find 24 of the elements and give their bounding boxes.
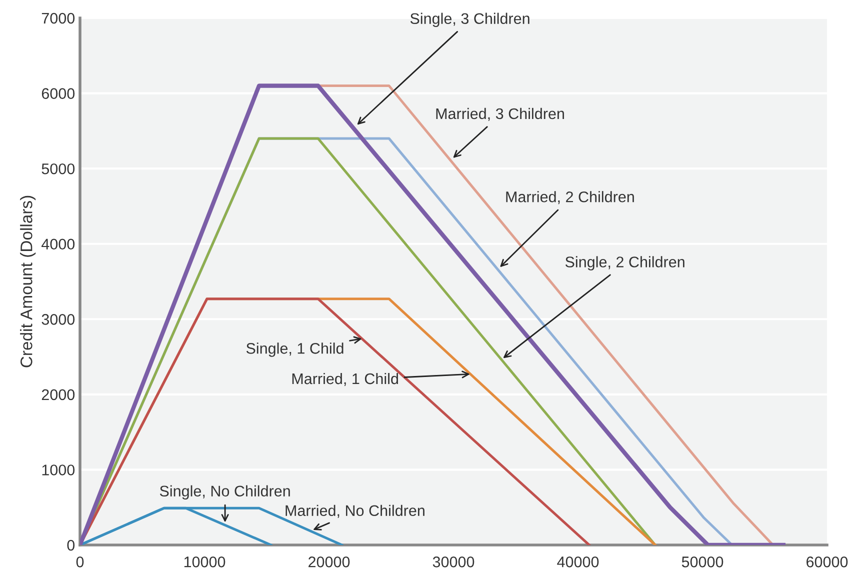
x-tick-label: 0 bbox=[76, 556, 84, 568]
y-tick-label: 3000 bbox=[42, 314, 75, 325]
y-axis-title: Credit Amount (Dollars) bbox=[20, 196, 36, 368]
x-tick-label: 10000 bbox=[184, 556, 226, 568]
y-tick-label: 6000 bbox=[42, 88, 75, 99]
x-tick-label: 30000 bbox=[432, 556, 474, 568]
annotation: Single, 2 Children bbox=[565, 256, 684, 270]
annotation: Married, 2 Children bbox=[506, 191, 634, 204]
annotation: Married, 1 Child bbox=[292, 372, 398, 386]
annotation: Married, 3 Children bbox=[436, 108, 564, 121]
y-tick-label: 7000 bbox=[42, 12, 75, 24]
y-tick-label: 5000 bbox=[42, 163, 75, 174]
x-tick-label: 60000 bbox=[806, 556, 848, 568]
y-tick-label: 4000 bbox=[42, 238, 75, 250]
annotation: Single, No Children bbox=[160, 485, 290, 500]
annotation: Single, 1 Child bbox=[246, 342, 344, 357]
annotation: Married, No Children bbox=[286, 504, 424, 518]
x-tick-label: 20000 bbox=[308, 556, 350, 568]
x-tick-label: 40000 bbox=[557, 556, 599, 568]
annotation: Single, 3 Children bbox=[410, 12, 530, 28]
y-tick-label: 2000 bbox=[42, 389, 75, 400]
y-tick-label: 0 bbox=[67, 540, 75, 551]
y-tick-label: 1000 bbox=[42, 464, 75, 476]
x-tick-label: 50000 bbox=[682, 556, 724, 568]
